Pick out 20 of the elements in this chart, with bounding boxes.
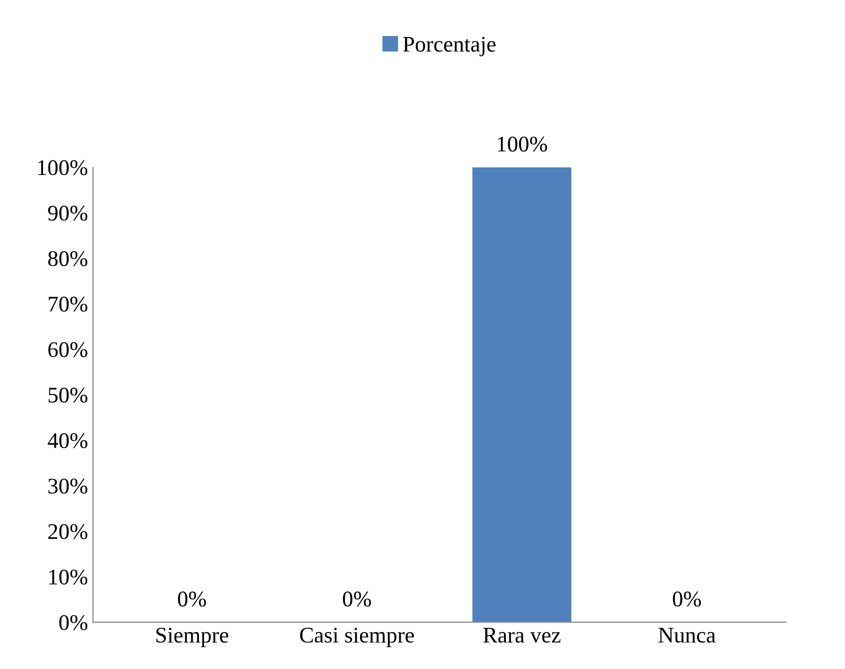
y-tick-label: 80%	[48, 251, 88, 266]
y-tick-label: 50%	[48, 388, 88, 403]
y-tick-label: 70%	[48, 296, 88, 312]
y-tick-label: 40%	[48, 433, 88, 448]
y-tick-label: 100%	[38, 160, 88, 176]
y-tick-label: 30%	[48, 478, 88, 494]
y-tick-label: 0%	[59, 615, 88, 630]
legend-label: Porcentaje	[403, 36, 496, 56]
y-tick-label: 60%	[48, 342, 88, 358]
text: 0%	[672, 592, 701, 607]
text: 0%	[178, 592, 206, 607]
x-tick-label: Casi siempre	[300, 628, 414, 648]
text: 100%	[498, 136, 548, 152]
y-tick-label: 20%	[48, 524, 88, 540]
y-tick-label: 90%	[48, 206, 88, 221]
x-tick-label: Nunca	[658, 628, 716, 643]
x-tick-label: Siempre	[156, 628, 228, 648]
y-tick-label: 10%	[49, 570, 88, 585]
x-tick-label: Rara vez	[483, 628, 560, 643]
text: 0%	[342, 592, 371, 607]
